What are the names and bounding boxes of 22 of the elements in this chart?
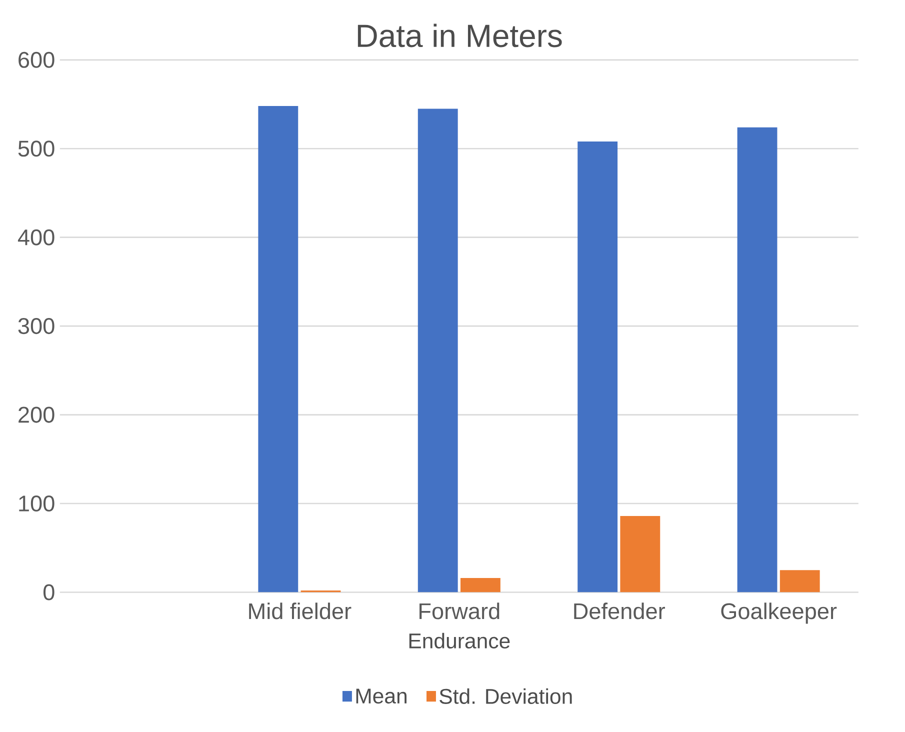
y-tick-label: 200 bbox=[18, 406, 54, 423]
y-tick-label: 600 bbox=[18, 52, 54, 68]
y-tick-label: 500 bbox=[18, 140, 54, 157]
x-tick-label: Mid fielder bbox=[249, 602, 352, 620]
legend-label: Mean bbox=[356, 688, 406, 704]
x-tick-label: Defender bbox=[574, 602, 666, 620]
y-tick-label: 0 bbox=[43, 584, 54, 600]
bar bbox=[578, 142, 618, 592]
x-axis-title: Endurance bbox=[409, 632, 510, 648]
y-tick-label: 400 bbox=[18, 229, 54, 246]
x-tick-label: Goalkeeper bbox=[721, 602, 837, 624]
bar bbox=[418, 108, 458, 592]
bar bbox=[620, 516, 660, 592]
y-tick-label: 100 bbox=[19, 496, 54, 512]
bar bbox=[780, 570, 820, 592]
chart-title: Data in Meters bbox=[358, 24, 562, 48]
x-tick-label: Forward bbox=[420, 602, 500, 620]
bar bbox=[737, 127, 778, 592]
legend-label: Std. Deviation bbox=[440, 688, 572, 704]
bar bbox=[258, 106, 298, 592]
y-tick-label: 300 bbox=[18, 318, 54, 334]
bar bbox=[460, 578, 500, 592]
